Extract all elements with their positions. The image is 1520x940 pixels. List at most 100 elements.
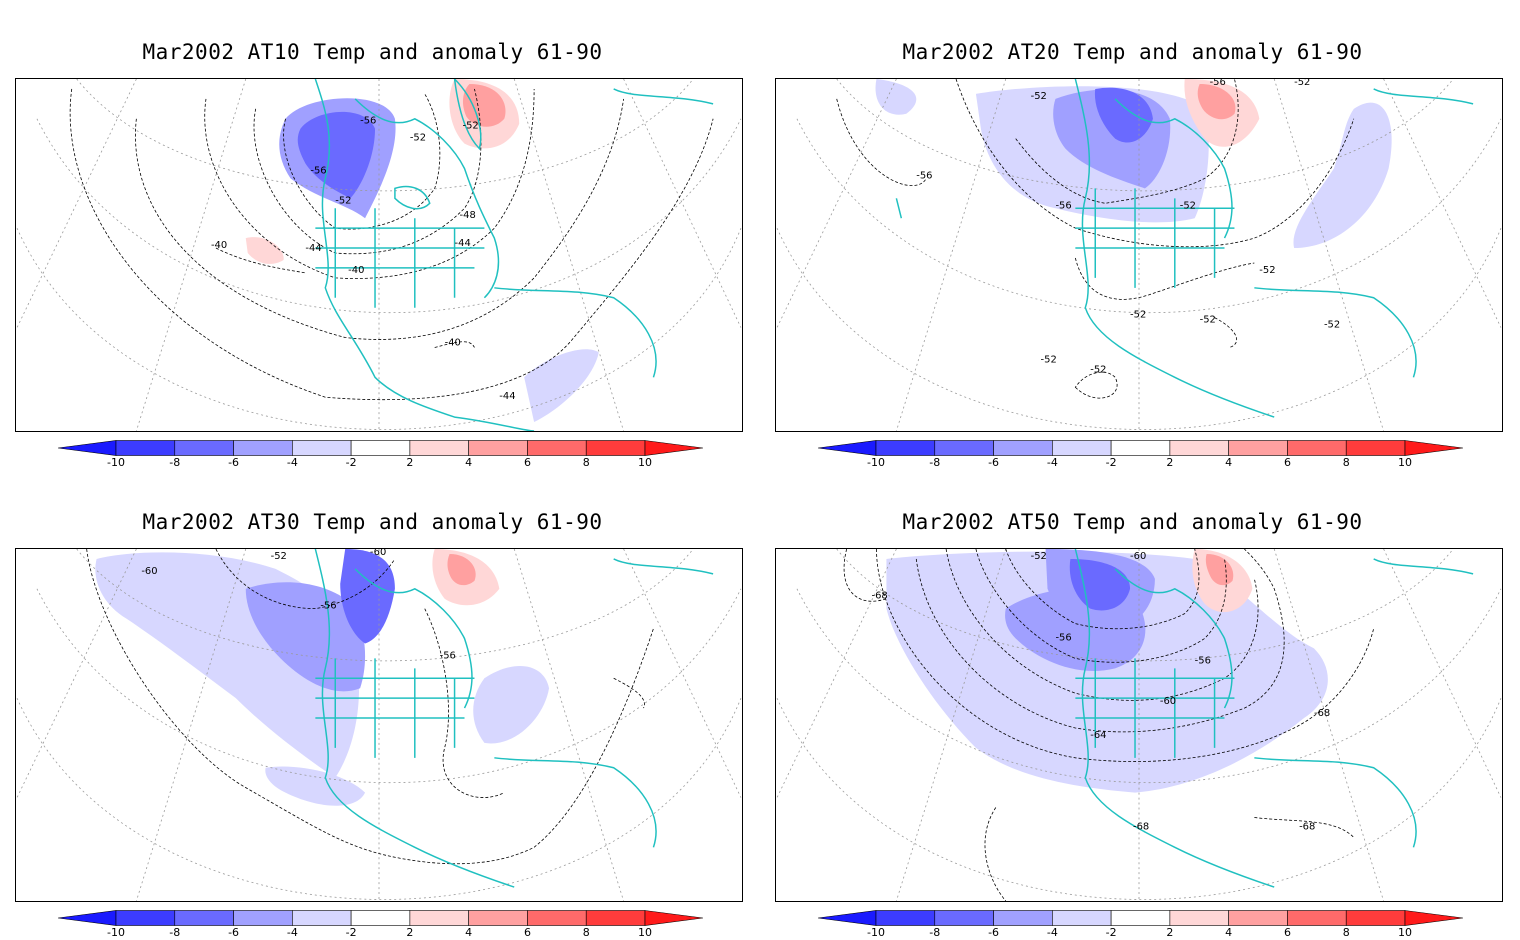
map-frame: -52 -60 -60 -56 -56 [15, 548, 743, 902]
grid-lines [776, 79, 1502, 431]
contour-label: -52 [1031, 551, 1047, 562]
anomaly-shading [886, 549, 1328, 793]
colorbar-tick-label: -2 [345, 926, 357, 939]
contour-label: -56 [1210, 79, 1226, 88]
polar-map: -52 -56 -52 -56 -56 -52 -52 -52 -52 -52 … [776, 79, 1502, 431]
contour-label: -48 [460, 210, 476, 221]
colorbar-labels: -10 -8 -6 -4 -2 2 4 6 8 10 [818, 926, 1463, 939]
colorbar-labels: -10 -8 -6 -4 -2 2 4 6 8 10 [58, 456, 703, 469]
polar-map: -52 -60 -60 -56 -56 [16, 549, 742, 901]
colorbar-labels: -10 -8 -6 -4 -2 2 4 6 8 10 [818, 456, 1463, 469]
colorbar-swatch [350, 440, 411, 456]
colorbar-scale [58, 910, 703, 926]
contour-label: -40 [445, 337, 461, 348]
panel-title: Mar2002 AT30 Temp and anomaly 61-90 [142, 510, 603, 534]
coastlines [314, 549, 714, 888]
panel-title: Mar2002 AT10 Temp and anomaly 61-90 [142, 40, 603, 64]
contour-labels: -52 -56 -52 -56 -56 -52 -52 -52 -52 -52 … [916, 79, 1340, 375]
coastlines [314, 79, 714, 431]
colorbar-tick-label: 2 [406, 926, 414, 939]
colorbar-tick-label: 2 [1166, 926, 1174, 939]
colorbar-swatch [292, 910, 352, 926]
colorbar-tick-label: 8 [582, 926, 590, 939]
colorbar-arrow-low [58, 910, 117, 926]
contour-label: -56 [916, 170, 932, 181]
colorbar-tick-label: -2 [345, 456, 357, 469]
coastlines [1074, 549, 1474, 888]
contour-label: -56 [310, 165, 326, 176]
temperature-contours [843, 549, 1375, 901]
colorbar-arrow-low [58, 440, 117, 456]
colorbar-tick-label: -6 [988, 926, 1000, 939]
colorbar-swatch [233, 440, 293, 456]
contour-label: -52 [271, 551, 287, 562]
polar-map: -56 -52 -52 -56 -52 -48 -44 -44 -40 -40 … [16, 79, 742, 431]
colorbar-tick-label: 4 [465, 456, 473, 469]
colorbar-swatch [875, 910, 936, 926]
colorbar-tick-label: 6 [523, 456, 531, 469]
contour-label: -60 [1160, 696, 1176, 707]
colorbar-swatch [292, 440, 352, 456]
contour-label: -68 [872, 591, 888, 602]
colorbar-tick-label: -4 [286, 456, 298, 469]
contour-labels: -52 -60 -68 -56 -56 -60 -64 -68 -68 -68 [872, 551, 1331, 832]
colorbar-tick-label: 10 [1398, 926, 1412, 939]
colorbar-swatch [1052, 910, 1112, 926]
colorbar-arrow-high [1404, 440, 1463, 456]
colorbar-arrow-high [644, 910, 703, 926]
colorbar-tick-label: -4 [1046, 456, 1058, 469]
colorbar-tick-label: -4 [1046, 926, 1058, 939]
contour-label: -52 [1259, 265, 1275, 276]
contour-labels: -52 -60 -60 -56 -56 [141, 549, 456, 661]
colorbar-swatch [527, 440, 587, 456]
colorbar-tick-label: -8 [169, 926, 181, 939]
colorbar-scale [818, 440, 1463, 456]
colorbar-tick-label: 6 [523, 926, 531, 939]
map-panel-at10: Mar2002 AT10 Temp and anomaly 61-90 [0, 0, 745, 470]
panel-title: Mar2002 AT20 Temp and anomaly 61-90 [902, 40, 1363, 64]
colorbar-tick-label: 8 [1342, 456, 1350, 469]
contour-label: -52 [1130, 310, 1146, 321]
colorbar: -10 -8 -6 -4 -2 2 4 6 8 10 [58, 440, 703, 469]
contour-label: -60 [141, 566, 157, 577]
coastlines [895, 79, 1474, 418]
contour-label: -40 [348, 265, 364, 276]
colorbar-tick-label: -6 [228, 456, 240, 469]
colorbar-swatch [115, 440, 176, 456]
contour-label: -52 [1200, 315, 1216, 326]
panel-title: Mar2002 AT50 Temp and anomaly 61-90 [902, 510, 1363, 534]
colorbar-tick-label: -4 [286, 926, 298, 939]
colorbar-arrow-high [1404, 910, 1463, 926]
colorbar-tick-label: -2 [1105, 926, 1117, 939]
colorbar-tick-label: 2 [406, 456, 414, 469]
contour-label: -52 [1041, 354, 1057, 365]
contour-label: -52 [463, 121, 479, 132]
temperature-contours [69, 88, 714, 401]
contour-label: -52 [410, 133, 426, 144]
colorbar-arrow-high [644, 440, 703, 456]
colorbar-tick-label: 6 [1283, 926, 1291, 939]
colorbar-tick-label: -10 [107, 456, 125, 469]
contour-label: -52 [1090, 364, 1106, 375]
contour-label: -56 [440, 650, 456, 661]
polar-map: -52 -60 -68 -56 -56 -60 -64 -68 -68 -68 [776, 549, 1502, 901]
temperature-contours [836, 79, 1355, 399]
colorbar-swatch [1110, 910, 1171, 926]
contour-label: -52 [1324, 320, 1340, 331]
colorbar: -10 -8 -6 -4 -2 2 4 6 8 10 [58, 910, 703, 939]
colorbar-swatch [1110, 440, 1171, 456]
map-frame: -56 -52 -52 -56 -52 -48 -44 -44 -40 -40 … [15, 78, 743, 432]
colorbar-swatch [1287, 440, 1347, 456]
colorbar-swatch [1345, 440, 1406, 456]
contour-label: -56 [320, 601, 336, 612]
colorbar-swatch [934, 910, 994, 926]
colorbar-swatch [409, 440, 469, 456]
colorbar-swatch [1228, 440, 1288, 456]
colorbar-tick-label: -2 [1105, 456, 1117, 469]
map-panel-at30: Mar2002 AT30 Temp and anomaly 61-90 [0, 470, 745, 940]
colorbar-swatch [1287, 910, 1347, 926]
contour-label: -68 [1314, 708, 1330, 719]
colorbar: -10 -8 -6 -4 -2 2 4 6 8 10 [818, 440, 1463, 469]
contour-label: -60 [1130, 551, 1146, 562]
colorbar-swatch [993, 910, 1053, 926]
